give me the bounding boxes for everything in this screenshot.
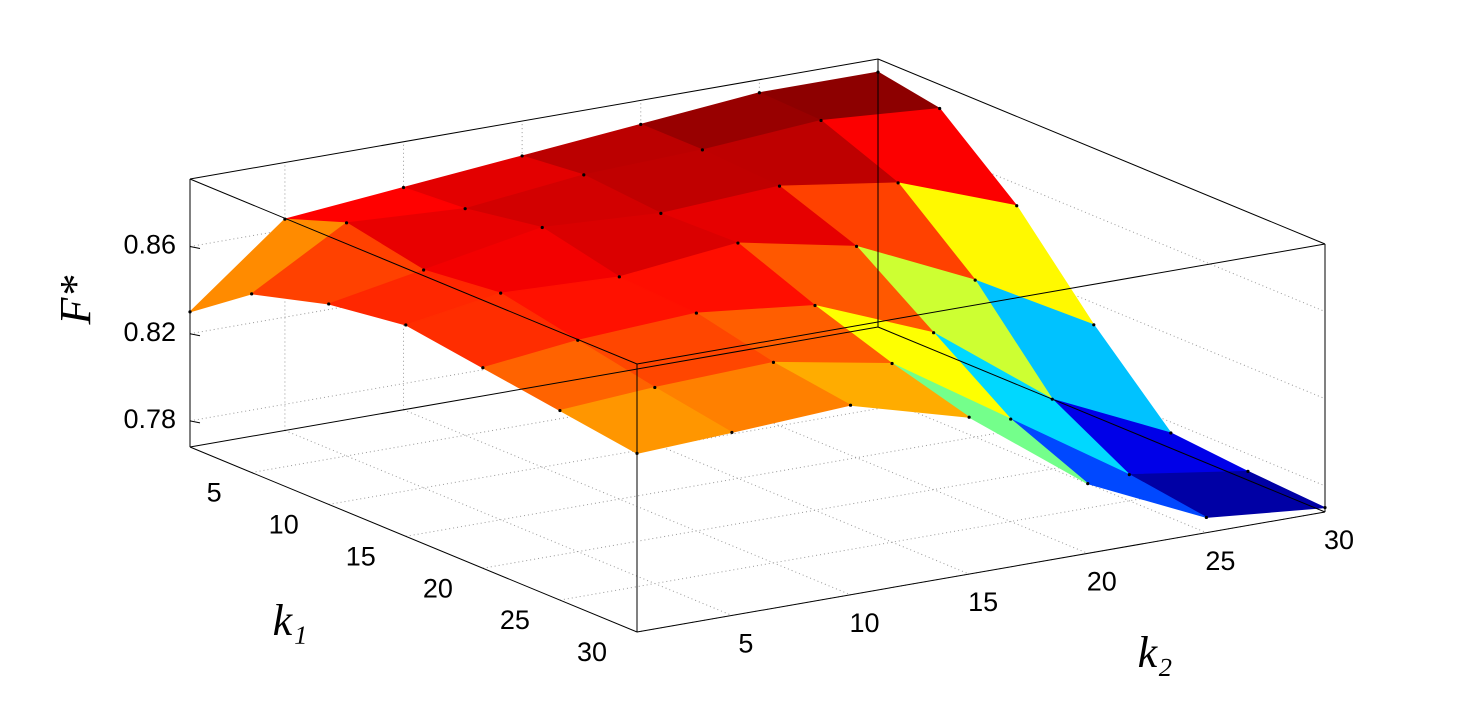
data-point — [463, 207, 467, 211]
box-edge — [877, 58, 1326, 245]
box-edge — [189, 178, 638, 365]
grid-line — [482, 447, 1171, 569]
grid-line — [189, 300, 879, 422]
data-point — [777, 184, 782, 188]
data-point — [771, 360, 776, 365]
data-point — [639, 122, 643, 126]
surface — [188, 70, 1327, 520]
data-point — [730, 430, 734, 435]
grid-line — [403, 409, 851, 596]
x-tick-label: 5 — [207, 478, 222, 508]
box-edge — [189, 58, 879, 180]
data-point — [1204, 515, 1208, 520]
data-point — [499, 291, 503, 295]
grid-line — [328, 383, 1017, 505]
z-tick-label: 0.86 — [123, 230, 176, 260]
data-point — [422, 268, 426, 272]
grid-line — [251, 352, 940, 474]
z-tick — [189, 246, 201, 250]
grid-line — [284, 429, 733, 616]
data-point — [404, 323, 408, 327]
data-point — [250, 292, 254, 296]
data-point — [1246, 469, 1250, 473]
data-point — [520, 154, 524, 158]
box — [189, 58, 1326, 633]
box-edge — [636, 243, 1326, 365]
x-tick-label: 30 — [577, 637, 607, 667]
data-point — [1127, 473, 1131, 477]
data-point — [854, 244, 859, 248]
box-edge — [636, 511, 1326, 633]
data-point — [757, 91, 761, 95]
data-point — [896, 181, 900, 185]
box-edge — [189, 446, 638, 633]
z-tick-label: 0.78 — [123, 404, 176, 434]
grid-line — [559, 479, 1249, 601]
data-point — [1015, 204, 1019, 208]
data-point — [932, 331, 936, 335]
z-tick — [189, 333, 201, 337]
data-point — [938, 106, 942, 111]
data-point — [1009, 417, 1013, 421]
y-tick-label: 20 — [1087, 567, 1117, 597]
data-point — [1169, 431, 1173, 435]
y-tick-label: 5 — [738, 629, 753, 659]
data-point — [1092, 323, 1096, 327]
y-tick-label: 30 — [1324, 525, 1354, 555]
data-point — [659, 211, 663, 215]
data-point — [344, 221, 349, 225]
data-point — [848, 403, 853, 407]
x-tick-label: 25 — [500, 605, 530, 635]
data-point — [540, 225, 544, 230]
grid-line — [405, 415, 1094, 537]
grid-line — [189, 213, 879, 335]
y-tick-label: 25 — [1205, 546, 1235, 576]
z-tick — [189, 420, 201, 424]
data-point — [694, 311, 698, 315]
data-point — [653, 385, 657, 390]
data-point — [582, 173, 586, 177]
data-point — [813, 303, 817, 308]
y-tick-label: 15 — [968, 587, 998, 617]
data-point — [617, 275, 621, 279]
box-edge — [189, 326, 879, 448]
z-axis-label: F* — [51, 276, 100, 326]
x-tick-label: 15 — [346, 541, 376, 571]
data-point — [736, 241, 740, 245]
labels: F* k₁ k₂ — [51, 276, 1172, 678]
data-point — [481, 366, 485, 370]
data-point — [558, 408, 562, 413]
data-point — [973, 278, 977, 282]
data-point — [967, 415, 971, 419]
data-point — [890, 361, 894, 366]
x-axis-label: k₁ — [273, 596, 308, 645]
data-point — [819, 118, 823, 123]
x-tick-label: 10 — [269, 510, 299, 540]
z-tick-label: 0.82 — [123, 317, 176, 347]
y-tick-label: 10 — [849, 608, 879, 638]
data-point — [401, 185, 406, 190]
data-point — [1086, 482, 1090, 486]
box-edge — [877, 326, 1326, 513]
data-point — [327, 302, 331, 306]
y-axis-label: k₂ — [1138, 628, 1173, 677]
x-tick-label: 20 — [423, 573, 453, 603]
data-point — [700, 148, 705, 152]
